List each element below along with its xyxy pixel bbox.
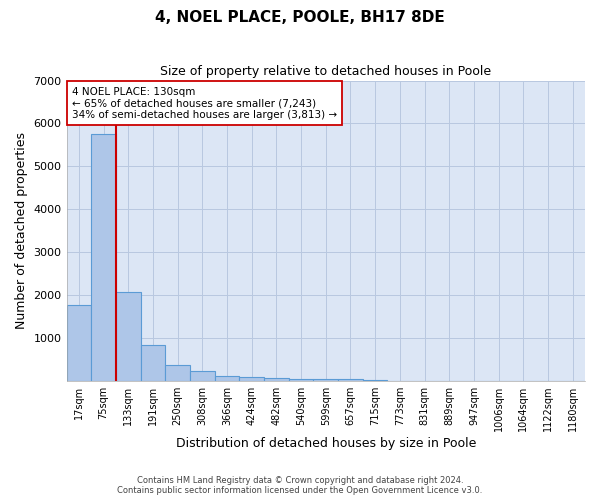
Bar	[67, 304, 91, 381]
Bar	[338, 380, 363, 381]
Bar	[140, 346, 165, 381]
Text: Contains HM Land Registry data © Crown copyright and database right 2024.
Contai: Contains HM Land Registry data © Crown c…	[118, 476, 482, 495]
X-axis label: Distribution of detached houses by size in Poole: Distribution of detached houses by size …	[176, 437, 476, 450]
Bar	[289, 378, 313, 381]
Bar	[116, 292, 140, 381]
Bar	[264, 378, 289, 381]
Bar	[190, 371, 215, 381]
Bar	[165, 365, 190, 381]
Bar	[91, 134, 116, 381]
Bar	[215, 376, 239, 381]
Y-axis label: Number of detached properties: Number of detached properties	[15, 132, 28, 330]
Text: 4 NOEL PLACE: 130sqm
← 65% of detached houses are smaller (7,243)
34% of semi-de: 4 NOEL PLACE: 130sqm ← 65% of detached h…	[72, 86, 337, 120]
Bar	[363, 380, 388, 381]
Bar	[313, 379, 338, 381]
Title: Size of property relative to detached houses in Poole: Size of property relative to detached ho…	[160, 65, 491, 78]
Bar	[239, 377, 264, 381]
Text: 4, NOEL PLACE, POOLE, BH17 8DE: 4, NOEL PLACE, POOLE, BH17 8DE	[155, 10, 445, 25]
